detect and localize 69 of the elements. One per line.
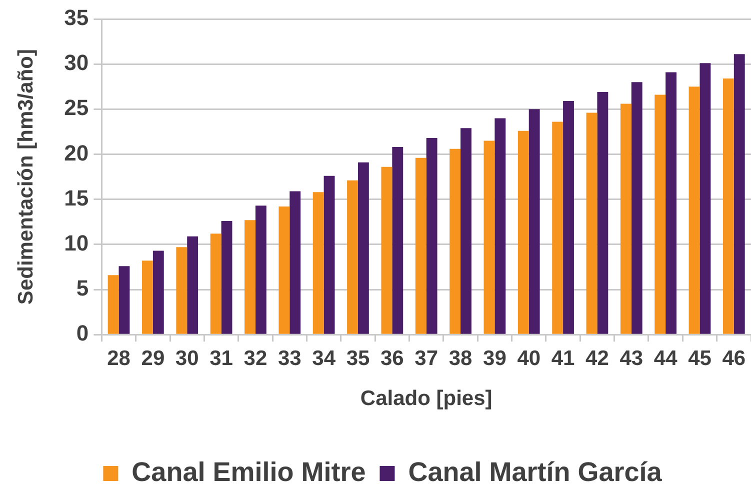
bar xyxy=(450,148,461,334)
x-tick-label: 43 xyxy=(620,346,644,370)
bar xyxy=(176,247,188,334)
bar xyxy=(586,112,598,334)
bar xyxy=(324,176,335,334)
x-tick-label: 36 xyxy=(380,346,404,370)
bar xyxy=(108,275,119,334)
bar xyxy=(221,220,232,334)
x-tick-label: 29 xyxy=(141,346,165,370)
x-tick-label: 40 xyxy=(517,346,541,370)
x-tick-label: 41 xyxy=(551,346,576,370)
x-tick-label: 45 xyxy=(688,346,712,370)
bar xyxy=(381,166,392,334)
bar xyxy=(688,86,700,334)
bar xyxy=(460,128,472,334)
legend-label: Canal Emilio Mitre xyxy=(132,456,366,485)
x-tick-label: 44 xyxy=(654,346,678,370)
y-tick-label: 25 xyxy=(64,95,89,120)
bar xyxy=(290,191,301,334)
bar xyxy=(494,118,506,334)
x-tick-label: 28 xyxy=(107,346,131,370)
bar xyxy=(518,130,529,334)
x-tick-label: 35 xyxy=(346,346,370,370)
x-tick-label: 38 xyxy=(448,346,473,370)
bar xyxy=(597,92,608,334)
y-axis-title: Sedimentación [hm3/año] xyxy=(14,49,38,305)
bar xyxy=(187,236,198,334)
bar xyxy=(210,234,222,334)
bar xyxy=(278,206,290,334)
bar xyxy=(347,180,358,334)
legend-label: Canal Martín García xyxy=(408,456,663,485)
x-tick-label: 42 xyxy=(586,346,609,370)
bar xyxy=(552,122,564,334)
bar xyxy=(392,147,404,334)
x-axis-title: Calado [pies] xyxy=(360,387,492,410)
x-tick-label: 46 xyxy=(722,346,746,370)
bar xyxy=(358,162,369,334)
y-tick-label: 30 xyxy=(64,50,89,76)
x-tick-label: 32 xyxy=(244,346,268,370)
bar xyxy=(484,140,495,334)
x-tick-label: 39 xyxy=(483,346,506,370)
bar xyxy=(312,192,324,334)
x-tick-label: 37 xyxy=(414,346,438,370)
y-tick-label: 5 xyxy=(76,276,89,301)
bar xyxy=(244,220,256,334)
bar xyxy=(142,260,153,334)
bar xyxy=(426,138,438,334)
bar xyxy=(415,158,426,334)
y-tick-label: 10 xyxy=(64,230,89,256)
bar xyxy=(700,63,711,334)
x-tick-label: 31 xyxy=(210,346,234,370)
bar xyxy=(620,104,632,334)
bar xyxy=(528,109,540,334)
bar xyxy=(654,94,666,334)
bar xyxy=(631,82,642,334)
x-tick-label: 30 xyxy=(175,346,199,370)
y-tick-label: 35 xyxy=(64,5,89,30)
x-tick-label: 34 xyxy=(312,346,336,370)
y-tick-label: 15 xyxy=(64,185,89,210)
y-tick-label: 20 xyxy=(64,140,89,166)
bar xyxy=(118,266,130,334)
y-tick-label: 0 xyxy=(76,320,89,346)
bar xyxy=(255,206,266,334)
bar xyxy=(152,250,164,334)
bar xyxy=(722,78,734,334)
bar xyxy=(734,54,745,334)
bar xyxy=(563,101,574,334)
bar xyxy=(666,72,676,334)
x-tick-label: 33 xyxy=(278,346,302,370)
